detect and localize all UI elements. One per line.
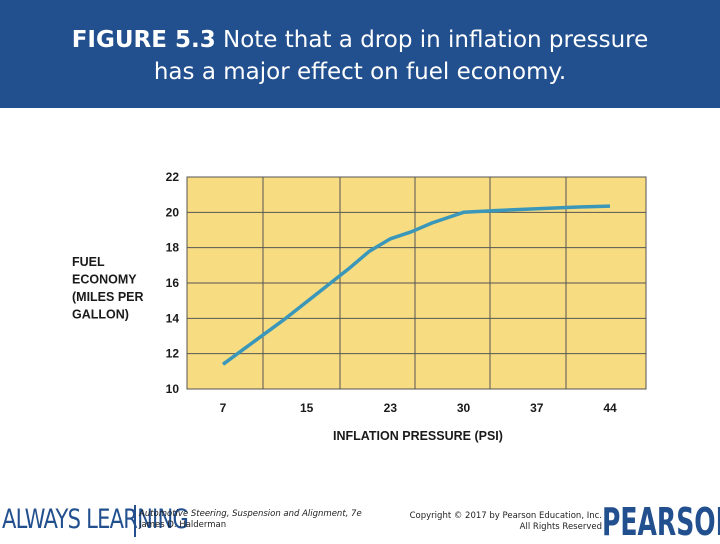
caption-line-2: has a major effect on fuel economy. (153, 59, 567, 85)
book-title: Automotive Steering, Suspension and Alig… (139, 509, 362, 519)
x-axis-label: INFLATION PRESSURE (PSI) (333, 429, 503, 443)
x-tick-label: 37 (530, 401, 544, 415)
slide-title: FIGURE 5.3 Note that a drop in inflation… (20, 24, 700, 88)
footer: ALWAYS LEARNING Automotive Steering, Sus… (0, 500, 720, 544)
y-tick-label: 20 (166, 205, 180, 219)
footer-bar (0, 500, 720, 540)
y-tick-label: 14 (166, 311, 180, 325)
copyright-block: Copyright © 2017 by Pearson Education, I… (398, 511, 602, 533)
book-author: James D. Halderman (139, 520, 227, 530)
copyright-text: Copyright © 2017 by Pearson Education, I… (409, 511, 602, 521)
rights-text: All Rights Reserved (519, 522, 602, 532)
x-tick-label: 44 (603, 401, 617, 415)
x-tick-label: 15 (300, 401, 314, 415)
fuel-economy-line (221, 204, 611, 366)
y-axis-label: FUEL ECONOMY (MILES PER GALLON) (72, 255, 144, 322)
title-band: FIGURE 5.3 Note that a drop in inflation… (0, 0, 720, 108)
figure-label: FIGURE 5.3 (71, 27, 216, 53)
caption-line-1: Note that a drop in inflation pressure (215, 27, 649, 53)
y-axis-label-line: GALLON) (72, 308, 129, 322)
y-axis-label-line: ECONOMY (72, 273, 137, 287)
y-tick-label: 16 (166, 276, 180, 290)
always-learning-logo: ALWAYS LEARNING (2, 504, 189, 535)
y-tick-label: 12 (166, 347, 180, 361)
y-axis-label-line: FUEL (72, 255, 105, 269)
x-tick-label: 30 (457, 401, 471, 415)
y-tick-label: 10 (166, 382, 180, 396)
fuel-economy-chart: 10 12 14 16 18 20 22 7 15 23 30 37 44 FUEL ECONOMY (M… (72, 170, 647, 443)
grid-lines (187, 177, 646, 389)
x-tick-labels: 7 15 23 30 37 44 (220, 401, 617, 415)
y-tick-labels: 10 12 14 16 18 20 22 (166, 170, 180, 396)
y-tick-label: 22 (166, 170, 180, 184)
footer-separator (134, 505, 136, 537)
x-tick-label: 23 (384, 401, 398, 415)
x-tick-label: 7 (220, 401, 227, 415)
pearson-logo: PEARSON (602, 500, 720, 544)
y-axis-label-line: (MILES PER (72, 290, 144, 304)
y-tick-label: 18 (166, 241, 180, 255)
